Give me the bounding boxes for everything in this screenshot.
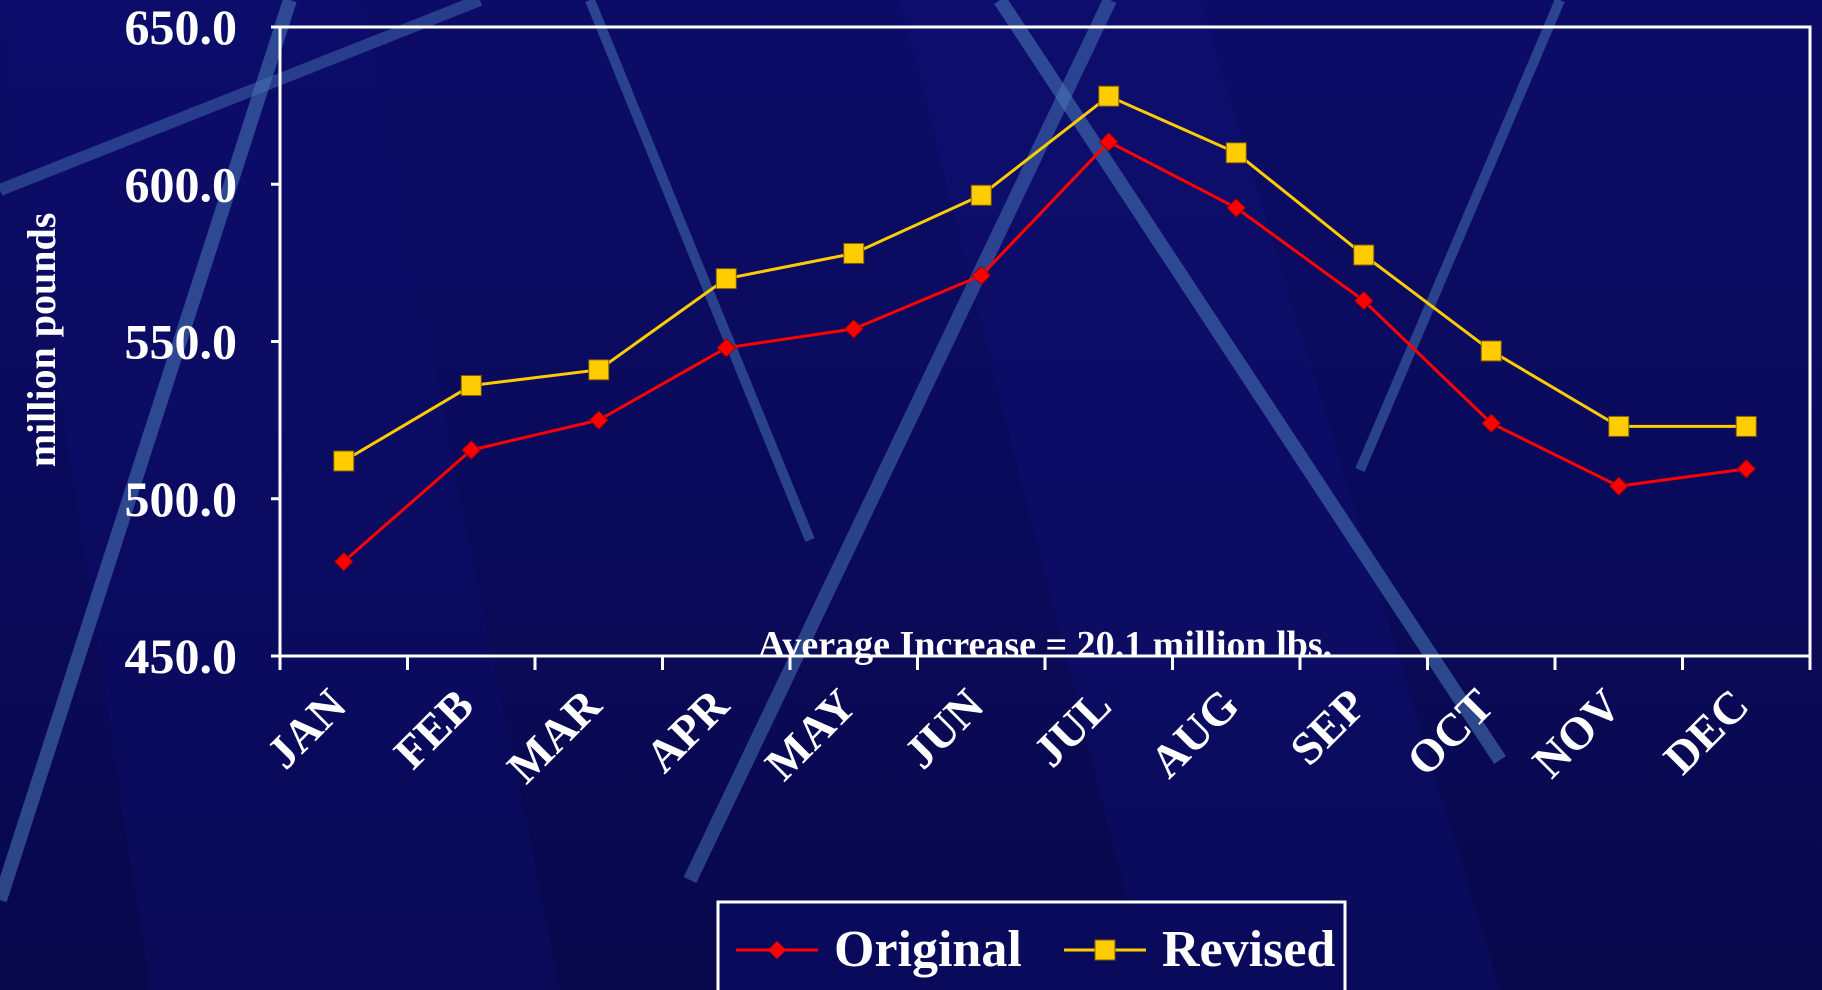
- data-point-revised-may: [843, 242, 865, 264]
- data-point-revised-mar: [588, 359, 610, 381]
- data-point-original-nov: [1609, 476, 1629, 496]
- data-point-revised-sep: [1353, 244, 1375, 266]
- x-tick-label-feb: FEB: [384, 679, 483, 778]
- series-line-revised: [342, 94, 1747, 463]
- data-point-revised-apr: [715, 268, 737, 290]
- data-point-revised-oct: [1480, 340, 1502, 362]
- x-axis: JAN FEB MAR APR MAY JUN JUL AUG SEP OCT NOV DEC: [257, 656, 1812, 793]
- data-point-original-oct: [1481, 413, 1501, 433]
- y-axis-label: million pounds: [19, 213, 64, 468]
- x-tick-label-nov: NOV: [1522, 679, 1630, 787]
- plot-area-frame: [278, 25, 1812, 658]
- legend-box: [716, 900, 1347, 990]
- x-tick-label-may: MAY: [755, 679, 866, 790]
- legend-label-original: Original: [834, 921, 1022, 978]
- y-tick-label-500-0: 500.0: [125, 471, 238, 527]
- data-point-original-sep: [1354, 290, 1374, 311]
- data-point-original-dec: [1736, 459, 1756, 479]
- legend-item-revised: Revised: [1064, 921, 1335, 978]
- data-point-original-aug: [1226, 198, 1246, 218]
- x-tick-label-jul: JUL: [1023, 679, 1121, 777]
- x-tick-label-jan: JAN: [257, 679, 356, 778]
- data-point-revised-feb: [460, 375, 482, 397]
- data-point-original-jun: [971, 265, 991, 286]
- x-tick-label-jun: JUN: [894, 679, 993, 778]
- y-tick-label-550-0: 550.0: [125, 314, 238, 370]
- series-line-original: [342, 139, 1747, 563]
- series-layer: [333, 85, 1757, 572]
- x-tick-label-sep: SEP: [1280, 679, 1376, 775]
- data-point-revised-dec: [1735, 415, 1757, 437]
- data-point-revised-jun: [970, 184, 992, 206]
- x-tick-label-aug: AUG: [1140, 679, 1248, 787]
- x-tick-label-apr: APR: [635, 678, 738, 781]
- legend-item-original: Original: [736, 921, 1022, 978]
- data-point-original-may: [844, 319, 864, 339]
- data-point-original-mar: [589, 410, 609, 430]
- legend: Original Revised: [716, 900, 1347, 990]
- data-point-revised-aug: [1225, 142, 1247, 164]
- legend-swatch-original-marker: [768, 941, 786, 959]
- y-tick-label-450-0: 450.0: [125, 628, 238, 684]
- legend-label-revised: Revised: [1162, 921, 1335, 978]
- y-axis: 450.0 500.0 550.0 600.0 650.0: [125, 0, 280, 684]
- x-tick-label-dec: DEC: [1654, 679, 1759, 784]
- data-point-original-jan: [334, 551, 354, 572]
- y-tick-label-600-0: 600.0: [125, 156, 238, 212]
- y-tick-label-650-0: 650.0: [125, 0, 238, 55]
- average-increase-annotation: Average Increase = 20.1 million lbs.: [758, 624, 1332, 666]
- data-point-original-apr: [716, 338, 736, 358]
- data-point-revised-nov: [1608, 415, 1630, 437]
- data-point-original-jul: [1099, 132, 1119, 152]
- x-tick-label-mar: MAR: [497, 678, 611, 792]
- data-point-revised-jul: [1098, 85, 1120, 107]
- data-point-revised-jan: [333, 450, 355, 472]
- legend-swatch-revised-marker: [1094, 939, 1116, 961]
- data-point-original-feb: [461, 440, 481, 460]
- x-tick-label-oct: OCT: [1397, 679, 1504, 786]
